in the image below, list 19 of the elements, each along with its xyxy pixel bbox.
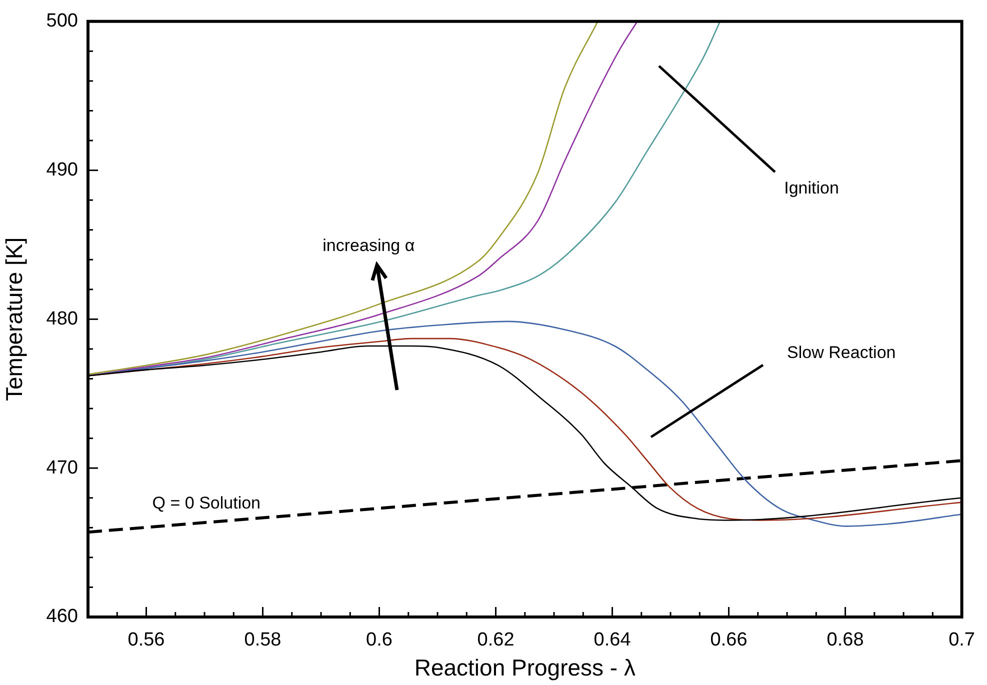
x-tick-label: 0.56 bbox=[128, 630, 165, 651]
x-axis-title: Reaction Progress - λ bbox=[414, 654, 636, 681]
x-tick-label: 0.64 bbox=[594, 630, 632, 651]
annotation: Q = 0 Solution bbox=[152, 494, 261, 513]
x-tick-label: 0.6 bbox=[366, 630, 392, 651]
y-tick-label: 480 bbox=[46, 308, 78, 330]
annotation: Slow Reaction bbox=[787, 343, 896, 362]
x-tick-label: 0.68 bbox=[826, 630, 864, 651]
y-tick-label: 500 bbox=[46, 10, 78, 32]
x-tick-label: 0.58 bbox=[244, 630, 282, 651]
y-tick-label: 460 bbox=[46, 606, 78, 628]
y-tick-label: 490 bbox=[46, 160, 78, 181]
y-axis-title: Temperature [K] bbox=[1, 237, 28, 402]
x-tick-label: 0.62 bbox=[477, 630, 514, 651]
annotation: increasing α bbox=[322, 236, 415, 256]
x-tick-label: 0.7 bbox=[948, 630, 976, 651]
y-tick-label: 470 bbox=[46, 457, 78, 478]
annotation: Ignition bbox=[784, 178, 839, 198]
x-tick-label: 0.66 bbox=[710, 630, 748, 651]
